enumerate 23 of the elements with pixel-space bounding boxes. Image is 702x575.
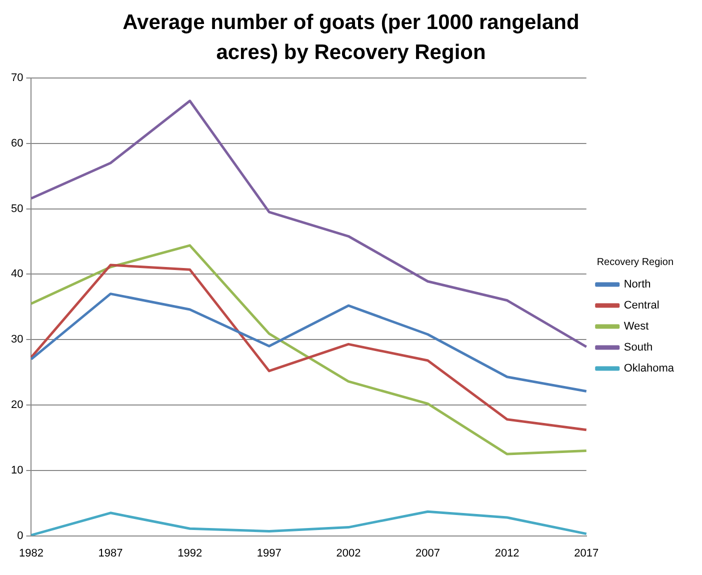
y-tick-label: 40 [10, 268, 24, 280]
legend-label: North [624, 278, 651, 291]
y-tick-label: 10 [10, 464, 24, 476]
y-tick-label: 50 [10, 202, 24, 215]
legend-title: Recovery Region [596, 256, 674, 268]
x-tick-label: 2012 [494, 547, 520, 560]
y-tick-label: 30 [10, 334, 24, 346]
legend-label: West [624, 320, 649, 333]
x-tick-label: 1997 [256, 547, 282, 560]
y-tick-label: 60 [10, 137, 24, 150]
x-tick-label: 2002 [336, 547, 361, 560]
legend-label: South [624, 342, 653, 354]
y-tick-label: 20 [10, 399, 24, 412]
x-tick-label: 1992 [178, 547, 202, 560]
x-tick-label: 2007 [416, 547, 440, 560]
x-tick-label: 1982 [18, 547, 44, 560]
y-tick-label: 70 [10, 72, 24, 84]
y-tick-label: 0 [17, 530, 24, 542]
x-tick-label: 1987 [98, 547, 123, 560]
x-tick-label: 2017 [574, 547, 599, 560]
legend-label: Oklahoma [624, 362, 675, 375]
legend-label: Central [624, 300, 660, 312]
chart-title: Average number of goats (per 1000 rangeland acres) by Recovery Region [122, 10, 580, 66]
